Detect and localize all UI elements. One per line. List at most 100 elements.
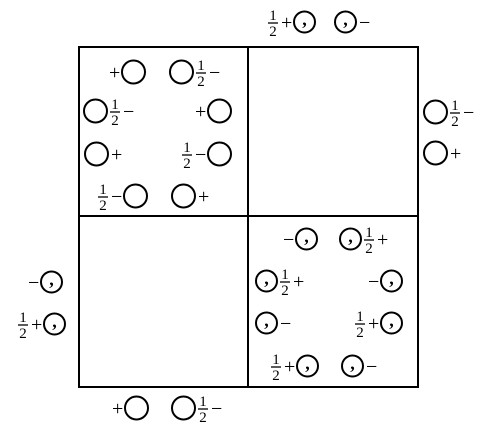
half-denominator: 2 [281, 283, 289, 299]
plus-sign: + [31, 314, 42, 336]
half-denominator: 2 [356, 325, 364, 341]
half-numerator: 1 [183, 140, 191, 156]
entry-tl-4: + [195, 98, 232, 124]
comma-mark: , [304, 226, 309, 246]
comma-circle [40, 270, 63, 294]
open-circle [169, 59, 194, 85]
comma-circle [341, 354, 364, 378]
comma-mark: , [350, 353, 355, 373]
minus-sign: − [195, 144, 206, 166]
entry-tl-3: 12− [83, 97, 134, 129]
plus-sign: + [450, 143, 461, 165]
comma-circle [293, 10, 316, 34]
comma-mark: , [52, 311, 57, 331]
entry-br-1: −, [283, 226, 318, 251]
comma-circle [296, 354, 319, 378]
entry-bottom-outside-1: + [112, 395, 149, 421]
open-circle [123, 183, 148, 209]
half-denominator: 2 [451, 114, 459, 130]
half-numerator: 1 [99, 182, 107, 198]
entry-right-outside-1: 12− [423, 98, 474, 130]
comma-circle [380, 269, 403, 293]
minus-sign: − [28, 272, 39, 294]
half-denominator: 2 [272, 368, 280, 384]
minus-sign: − [209, 62, 220, 84]
half-numerator: 1 [19, 310, 27, 326]
comma-circle [380, 311, 403, 335]
comma-mark: , [348, 226, 353, 246]
open-circle [171, 395, 196, 421]
minus-sign: − [366, 356, 377, 378]
open-circle [124, 395, 149, 421]
entries-layer: 12 +,, −12 −+− ,12 + ,+ 12 −+ 12 −12− ++ 12 −12− +−,, 1… [18, 8, 474, 426]
half-denominator: 2 [365, 241, 373, 257]
entry-bottom-outside-2: 12− [171, 394, 222, 426]
plus-sign: + [281, 12, 292, 34]
comma-mark: , [264, 310, 269, 330]
half-numerator: 1 [197, 58, 205, 74]
half-numerator: 1 [365, 225, 373, 241]
entry-br-2: , 12 + [339, 225, 388, 257]
comma-circle [43, 312, 66, 336]
entry-left-outside-1: −, [28, 269, 63, 294]
plus-sign: + [195, 101, 206, 123]
half-numerator: 1 [451, 98, 459, 114]
comma-circle [339, 227, 362, 251]
half-numerator: 1 [111, 97, 119, 113]
comma-mark: , [264, 268, 269, 288]
entry-tl-7: 12− [98, 182, 148, 214]
plus-sign: + [284, 356, 295, 378]
entry-br-5: , − [255, 310, 291, 335]
plus-sign: + [111, 144, 122, 166]
minus-sign: − [280, 313, 291, 335]
comma-circle [295, 227, 318, 251]
half-numerator: 1 [281, 267, 289, 283]
plus-sign: + [112, 398, 123, 420]
half-numerator: 1 [199, 394, 207, 410]
open-circle [83, 98, 108, 124]
entry-tl-1: + [109, 59, 146, 85]
minus-sign: − [111, 186, 122, 208]
minus-sign: − [463, 102, 474, 124]
entry-top-outside-2: , − [334, 9, 370, 34]
plus-sign: + [377, 229, 388, 251]
minus-sign: − [211, 398, 222, 420]
entry-tl-8: + [171, 183, 209, 209]
half-denominator: 2 [111, 113, 119, 129]
half-numerator: 1 [356, 309, 364, 325]
minus-sign: − [283, 229, 294, 251]
comma-circle [255, 269, 278, 293]
open-circle [84, 141, 109, 167]
half-denominator: 2 [197, 74, 205, 90]
plus-sign: + [198, 186, 209, 208]
entry-br-8: , − [341, 353, 377, 378]
plus-sign: + [109, 62, 120, 84]
entry-br-6: 12 +, [355, 309, 403, 341]
minus-sign: − [359, 12, 370, 34]
entry-top-outside-1: 12 +, [268, 8, 316, 40]
entry-tl-2: 12− [169, 58, 220, 90]
entry-tl-5: + [84, 141, 122, 167]
half-numerator: 1 [269, 8, 277, 24]
entry-tl-6: 12− [182, 140, 232, 172]
entry-br-4: −, [368, 268, 403, 293]
plus-sign: + [368, 313, 379, 335]
comma-mark: , [389, 310, 394, 330]
open-circle [171, 183, 196, 209]
comma-mark: , [343, 9, 348, 29]
half-denominator: 2 [183, 156, 191, 172]
entry-right-outside-2: + [423, 140, 461, 166]
comma-mark: , [305, 353, 310, 373]
comma-circle [255, 311, 278, 335]
minus-sign: − [368, 271, 379, 293]
half-denominator: 2 [99, 198, 107, 214]
open-circle [207, 98, 232, 124]
half-denominator: 2 [19, 326, 27, 342]
half-denominator: 2 [269, 24, 277, 40]
entry-left-outside-2: 12 +, [18, 310, 66, 342]
plus-sign: + [293, 271, 304, 293]
open-circle [121, 59, 146, 85]
comma-mark: , [302, 9, 307, 29]
entry-br-7: 12 +, [271, 352, 319, 384]
